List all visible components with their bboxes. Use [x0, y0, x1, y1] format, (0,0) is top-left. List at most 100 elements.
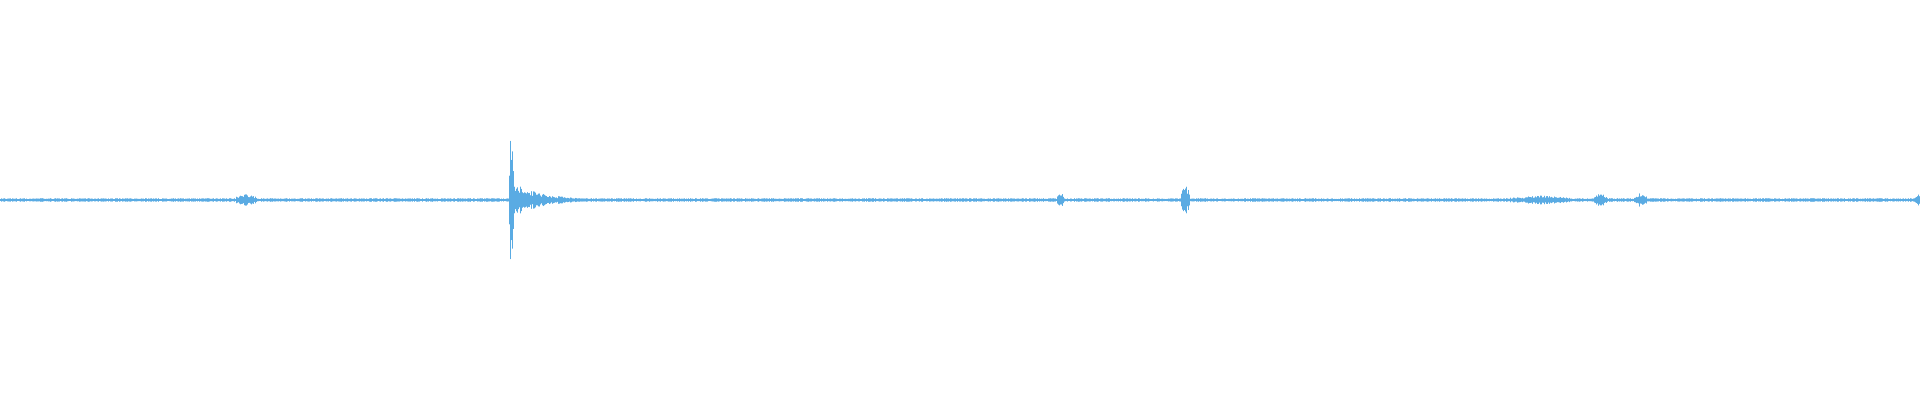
waveform-sample — [180, 198, 181, 202]
waveform-sample — [865, 199, 866, 201]
waveform-sample — [352, 199, 353, 201]
waveform-sample — [1002, 198, 1003, 202]
waveform-sample — [642, 199, 643, 201]
waveform-sample — [96, 198, 97, 202]
waveform-sample — [1720, 198, 1721, 202]
waveform-sample — [343, 198, 344, 202]
waveform-sample — [550, 196, 551, 204]
waveform-sample — [387, 198, 388, 202]
waveform-sample — [1735, 198, 1736, 202]
waveform-sample — [1032, 198, 1033, 202]
waveform-sample — [1319, 198, 1320, 202]
waveform-sample — [1571, 198, 1572, 202]
waveform-sample — [321, 198, 322, 202]
waveform-sample — [1559, 197, 1560, 203]
waveform-sample — [449, 198, 450, 202]
waveform-sample — [280, 198, 281, 202]
waveform-sample — [279, 198, 280, 202]
waveform-sample — [793, 198, 794, 202]
waveform-sample — [433, 198, 434, 202]
waveform-sample — [877, 198, 878, 202]
waveform-sample — [1856, 198, 1857, 202]
waveform-sample — [950, 198, 951, 202]
waveform-sample — [1901, 199, 1902, 201]
waveform-sample — [1270, 198, 1271, 202]
waveform-sample — [1018, 198, 1019, 202]
waveform-sample — [629, 198, 630, 202]
waveform-sample — [967, 198, 968, 202]
waveform-sample — [829, 198, 830, 202]
waveform-sample — [527, 192, 528, 208]
waveform-sample — [1088, 198, 1089, 202]
waveform-sample — [397, 198, 398, 202]
waveform-sample — [60, 199, 61, 201]
waveform-sample — [825, 198, 826, 202]
waveform-sample — [1699, 198, 1700, 202]
waveform-sample — [1910, 198, 1911, 202]
waveform-sample — [680, 198, 681, 202]
waveform-sample — [657, 198, 658, 202]
waveform-sample — [1129, 198, 1130, 202]
waveform-sample — [244, 194, 245, 206]
waveform-sample — [645, 198, 646, 202]
waveform-sample — [48, 198, 49, 202]
waveform-sample — [120, 198, 121, 202]
waveform-sample — [1835, 198, 1836, 202]
waveform-sample — [1108, 198, 1109, 202]
waveform-sample — [306, 198, 307, 202]
waveform-sample — [1159, 198, 1160, 202]
waveform-sample — [1832, 198, 1833, 202]
waveform-sample — [1166, 198, 1167, 202]
waveform-sample — [1840, 198, 1841, 202]
waveform-sample — [1080, 198, 1081, 202]
waveform-sample — [43, 198, 44, 202]
waveform-sample — [1036, 198, 1037, 202]
waveform-sample — [1279, 198, 1280, 202]
waveform-sample — [1580, 198, 1581, 202]
waveform-sample — [973, 198, 974, 202]
waveform-sample — [566, 198, 567, 202]
waveform-sample — [685, 199, 686, 201]
waveform-sample — [1590, 198, 1591, 202]
waveform-sample — [474, 198, 475, 202]
waveform-bars — [0, 140, 1920, 260]
waveform-sample — [1793, 198, 1794, 202]
waveform-sample — [1631, 199, 1632, 201]
waveform-sample — [910, 198, 911, 202]
waveform-sample — [238, 197, 239, 203]
waveform-sample — [635, 199, 636, 201]
waveform-sample — [1496, 198, 1497, 202]
waveform-sample — [1101, 198, 1102, 202]
waveform-sample — [1737, 198, 1738, 202]
waveform-sample — [310, 198, 311, 202]
waveform-sample — [1557, 197, 1558, 203]
waveform-sample — [482, 198, 483, 202]
waveform-sample — [1025, 198, 1026, 202]
waveform-sample — [1715, 198, 1716, 202]
waveform-sample — [1237, 198, 1238, 202]
waveform-sample — [562, 196, 563, 204]
waveform-sample — [913, 199, 914, 201]
waveform-sample — [693, 198, 694, 202]
waveform-sample — [742, 198, 743, 202]
waveform-sample — [779, 198, 780, 202]
waveform-sample — [597, 199, 598, 201]
waveform-sample — [1455, 198, 1456, 202]
waveform-sample — [1768, 198, 1769, 202]
waveform-sample — [159, 199, 160, 201]
waveform-sample — [602, 198, 603, 202]
waveform-sample — [641, 199, 642, 201]
waveform-sample — [1487, 198, 1488, 202]
waveform-sample — [1193, 198, 1194, 202]
waveform-sample — [622, 199, 623, 201]
waveform-sample — [1821, 199, 1822, 201]
waveform-sample — [459, 198, 460, 202]
waveform-sample — [1229, 198, 1230, 202]
waveform-sample — [1545, 197, 1546, 203]
waveform-sample — [1522, 197, 1523, 203]
waveform-sample — [1850, 198, 1851, 202]
waveform-sample — [123, 198, 124, 202]
waveform-sample — [899, 198, 900, 202]
waveform-sample — [451, 198, 452, 202]
